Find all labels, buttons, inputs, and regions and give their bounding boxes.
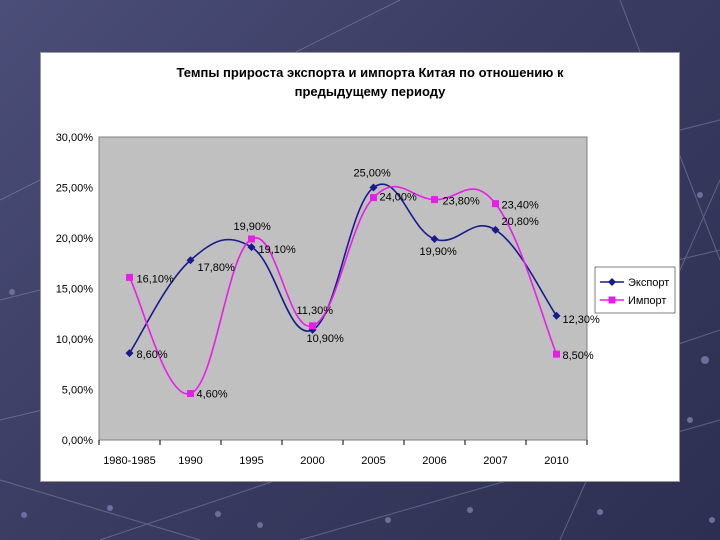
chart-svg: Темпы прироста экспорта и импорта Китая … [56,65,676,467]
x-tick-label: 2007 [483,455,507,467]
import-data-label: 8,50% [563,350,594,362]
import-point [126,273,133,281]
import-data-label: 23,80% [443,196,481,208]
import-data-label: 11,30% [297,305,334,317]
y-tick-label: 0,00% [62,435,93,447]
export-data-label: 19,10% [259,244,297,256]
x-tick-label: 1995 [239,455,263,467]
y-tick-label: 20,00% [56,233,94,245]
export-data-label: 10,90% [307,333,345,345]
plot-area [98,136,588,441]
export-data-label: 20,80% [502,216,540,228]
import-data-label: 16,10% [137,273,175,285]
export-data-label: 25,00% [354,168,392,180]
export-data-label: 17,80% [198,262,236,274]
export-point [369,183,378,192]
export-point [552,311,561,320]
y-tick-label: 25,00% [56,183,94,195]
x-tick-label: 1990 [178,455,202,467]
x-tick-label: 2010 [544,455,568,467]
y-tick-label: 15,00% [56,284,94,296]
legend-label-import: Импорт [628,295,666,307]
import-point [248,235,255,243]
y-tick-label: 5,00% [62,385,93,397]
import-data-label: 23,40% [502,200,540,212]
legend-label-export: Экспорт [628,277,669,289]
export-point [491,225,500,234]
export-data-label: 19,90% [420,246,458,258]
chart-title-line-2: предыдущему периоду [295,84,447,99]
chart-card: Темпы прироста экспорта и импорта Китая … [40,52,680,482]
x-tick-label: 1980-1985 [103,455,156,467]
legend-marker-export [608,278,616,286]
import-point [309,322,316,330]
export-point [430,235,439,244]
chart-title-line-1: Темпы прироста экспорта и импорта Китая … [177,65,564,80]
import-data-label: 4,60% [197,389,228,401]
import-point [492,200,499,208]
import-point [553,350,560,358]
y-tick-label: 10,00% [56,334,94,346]
legend-box [594,266,676,314]
export-point [125,349,134,358]
legend-marker-import [608,296,616,304]
import-data-label: 24,00% [380,192,418,204]
y-tick-label: 30,00% [56,132,94,144]
import-data-label: 19,90% [234,221,272,233]
export-data-label: 8,60% [137,349,168,361]
x-tick-label: 2000 [300,455,324,467]
import-point [370,194,377,202]
import-point [431,196,438,204]
import-point [187,390,194,398]
export-series-line [128,183,558,354]
export-point [247,243,256,252]
x-tick-label: 2005 [361,455,385,467]
export-point [186,256,195,265]
x-tick-label: 2006 [422,455,446,467]
export-data-label: 12,30% [563,314,601,326]
